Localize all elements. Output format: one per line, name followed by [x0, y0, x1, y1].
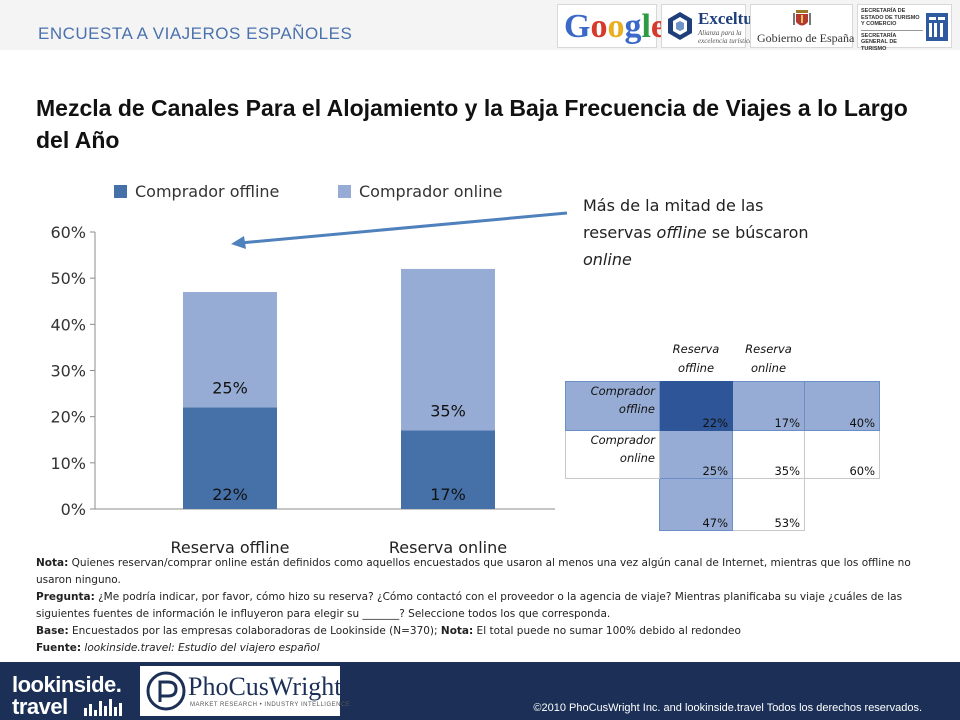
phocuswright-tagline: MARKET RESEARCH • INDUSTRY INTELLIGENCE — [190, 702, 351, 708]
annotation-em-offline: offline — [656, 223, 707, 242]
annotation-text-2: se búscaron — [706, 223, 809, 242]
bar-data-label: 17% — [430, 485, 466, 504]
table-cell-total: 60% — [804, 429, 880, 479]
lookinside-logo-line2: travel — [12, 694, 68, 719]
exceltur-emblem-icon — [668, 12, 692, 40]
table-row-label-offline: Comprador offline — [565, 380, 660, 431]
phocuswright-logo: PhoCusWright MARKET RESEARCH • INDUSTRY … — [140, 666, 350, 716]
section-title: ENCUESTA A VIAJEROS ESPAÑOLES — [38, 24, 353, 43]
note-label: Fuente: — [36, 642, 82, 654]
note-pregunta: Pregunta: ¿Me podría indicar, por favor,… — [36, 589, 936, 623]
table-cell: 35% — [732, 429, 805, 479]
legend-item-offline: Comprador offline — [114, 182, 279, 206]
y-tick-label: 40% — [50, 315, 86, 334]
coat-of-arms-icon — [793, 10, 811, 26]
y-tick-label: 50% — [50, 269, 86, 288]
note-label: Pregunta: — [36, 591, 95, 603]
bar-data-label: 25% — [212, 378, 248, 397]
bar-segment — [183, 407, 277, 509]
bar-segment — [401, 430, 495, 509]
note-label: Nota: — [440, 625, 474, 637]
table-row: Comprador offline 22% 17% 40% — [565, 380, 880, 431]
table-total-offline: 47% — [659, 477, 733, 531]
legend-item-online: Comprador online — [338, 182, 503, 206]
footer-bar: lookinside. travel PhoCusWright MARKET R… — [0, 662, 960, 720]
gobierno-logo: Gobierno de España — [750, 4, 855, 48]
copyright-text: ©2010 PhoCusWright Inc. and lookinside.t… — [533, 702, 922, 714]
annotation-arrow — [231, 211, 568, 249]
table-cell: 25% — [659, 429, 733, 479]
legend-label-offline: Comprador offline — [135, 182, 280, 201]
table-row-totals: 47% 53% — [566, 477, 880, 531]
phocuswright-emblem-icon — [146, 671, 186, 711]
annotation-callout: Más de la mitad de las reservas offline … — [583, 192, 823, 273]
table-cell: 22% — [659, 380, 733, 431]
y-tick-label: 10% — [50, 454, 86, 473]
annotation-text-1: Más de la mitad de las reservas — [583, 196, 764, 242]
google-logo-letter: o — [607, 8, 625, 45]
note-base: Base: Encuestados por las empresas colab… — [36, 623, 936, 640]
table-total-online: 53% — [732, 477, 805, 531]
phocuswright-name: PhoCusWright — [188, 672, 342, 701]
google-logo-letter: g — [624, 8, 642, 45]
secretaria-line-1: SECRETARÍA DE ESTADO DE TURISMO Y COMERC… — [861, 8, 920, 27]
bar-segment — [183, 292, 277, 408]
legend-label-online: Comprador online — [359, 182, 503, 201]
arrow-head-icon — [231, 236, 246, 249]
footnotes: Nota: Quienes reservan/comprar online es… — [36, 555, 936, 657]
secretaria-line-2: SECRETARÍA GENERAL DE TURISMO — [861, 32, 897, 52]
table-header-offline: Reserva offline — [672, 342, 720, 375]
exceltur-name: Exceltur — [698, 9, 761, 28]
arrow-shaft — [239, 211, 568, 245]
secretaria-lines: SECRETARÍA DE ESTADO DE TURISMO Y COMERC… — [861, 8, 923, 52]
google-logo-letter: G — [564, 8, 591, 45]
annotation-em-online: online — [583, 250, 632, 269]
y-tick-label: 60% — [50, 223, 86, 242]
y-tick-label: 30% — [50, 362, 86, 381]
secretaria-divider — [861, 29, 923, 31]
bar-data-label: 35% — [430, 402, 466, 421]
y-tick-label: 0% — [61, 500, 86, 519]
table-cell: 17% — [732, 380, 805, 431]
data-table: Reserva offline Reserva online Comprador… — [565, 340, 880, 531]
lookinside-bars-icon — [84, 699, 122, 716]
bar-segment — [401, 268, 495, 431]
note-fuente: Fuente: lookinside.travel: Estudio del v… — [36, 640, 936, 657]
slide-title: Mezcla de Canales Para el Alojamiento y … — [36, 95, 908, 153]
note-text: Quienes reservan/comprar online están de… — [36, 557, 911, 586]
legend-swatch-online — [338, 184, 351, 198]
exceltur-logo: Exceltur Alianza para la excelencia turí… — [661, 4, 760, 48]
gobierno-name: Gobierno de España — [757, 31, 855, 45]
x-tick-label: Reserva online — [389, 538, 507, 557]
bar-data-label: 22% — [212, 485, 248, 504]
note-label: Base: — [36, 625, 69, 637]
x-tick-label: Reserva offline — [170, 538, 289, 557]
note-text: Encuestados por las empresas colaborador… — [68, 625, 438, 637]
note-text: ¿Me podría indicar, por favor, cómo hizo… — [36, 591, 903, 620]
table-corner — [566, 340, 660, 381]
y-tick-label: 20% — [50, 408, 86, 427]
secretaria-logo: SECRETARÍA DE ESTADO DE TURISMO Y COMERC… — [857, 4, 952, 52]
table-totals-corner — [566, 478, 660, 530]
exceltur-tagline: Alianza para la excelencia turística — [698, 29, 753, 45]
legend-swatch-offline — [114, 184, 127, 198]
google-logo-letter: o — [590, 8, 608, 45]
note-text: lookinside.travel: Estudio del viajero e… — [81, 642, 320, 654]
google-logo-letter: l — [641, 8, 651, 45]
table-totals-empty — [805, 478, 880, 530]
note-label: Nota: — [36, 557, 69, 569]
table-header-online: Reserva online — [745, 342, 792, 375]
lookinside-logo-line1: lookinside. — [12, 672, 122, 697]
note-nota: Nota: Quienes reservan/comprar online es… — [36, 555, 936, 589]
table-row-label-online: Comprador online — [565, 429, 660, 479]
table-cell-total: 40% — [804, 380, 880, 431]
table-header-empty — [805, 340, 880, 381]
turismo-emblem-icon — [926, 13, 948, 41]
note-text: El total puede no sumar 100% debido al r… — [473, 625, 741, 637]
google-logo: Google — [557, 4, 666, 48]
table-row: Comprador online 25% 35% 60% — [565, 429, 880, 479]
